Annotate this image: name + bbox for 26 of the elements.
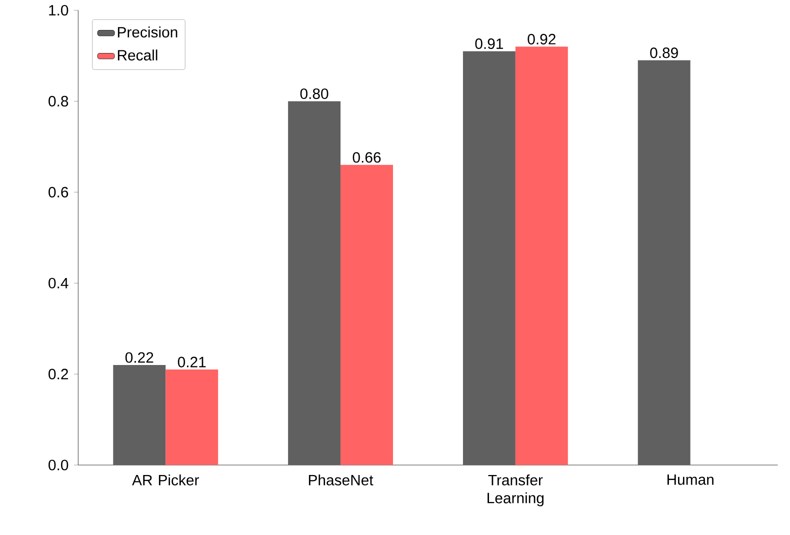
- legend-label: Precision: [118, 26, 178, 38]
- bar: [340, 164, 394, 465]
- x-tick-label: AR Picker: [132, 474, 199, 486]
- y-tick-label: 0.6: [48, 186, 68, 198]
- bar: [288, 101, 341, 465]
- x-tick-label: Transfer Learning: [488, 474, 544, 506]
- bar: [515, 46, 568, 465]
- y-tick-label: 1.0: [49, 4, 68, 16]
- legend-label: Recall: [118, 49, 158, 60]
- bar: [166, 369, 218, 465]
- y-tick-label: 0.4: [48, 278, 68, 288]
- data-label: 0.21: [178, 356, 206, 368]
- bar: [462, 51, 516, 465]
- y-tick-label: 0.8: [48, 96, 68, 106]
- x-tick-label: Human: [667, 474, 714, 485]
- y-tick-label: 0.0: [48, 460, 68, 470]
- data-label: 0.66: [352, 152, 381, 163]
- data-label: 0.80: [300, 88, 328, 99]
- data-label: 0.92: [528, 34, 556, 44]
- bar: [113, 364, 166, 465]
- data-label: 0.91: [475, 38, 504, 49]
- data-label: 0.22: [125, 352, 154, 363]
- x-tick-label: PhaseNet: [308, 474, 374, 486]
- bar: [638, 60, 690, 465]
- y-tick-label: 0.2: [48, 368, 68, 380]
- data-label: 0.89: [650, 47, 678, 58]
